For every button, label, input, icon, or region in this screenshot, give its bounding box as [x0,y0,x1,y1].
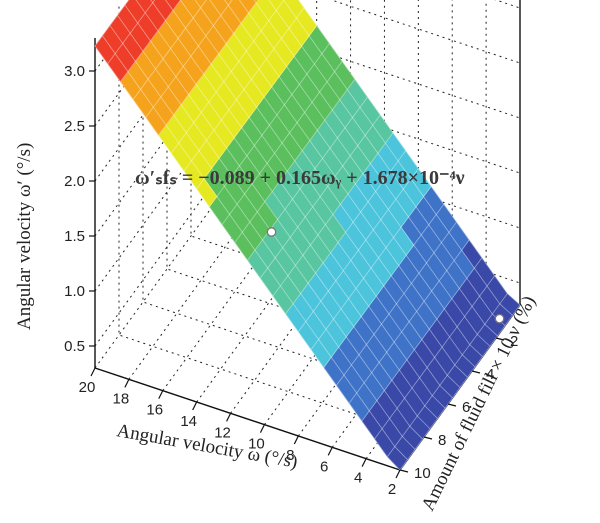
surface-cell [224,0,233,6]
mesh-line [165,0,453,399]
mesh-line [221,61,343,225]
y-tick-label: 6 [462,399,470,416]
mesh-line [124,4,431,430]
mesh-line [150,0,446,409]
x-tick-label: 20 [79,379,96,396]
mesh-line [272,132,394,297]
grid-line [118,5,425,438]
y-tick-mark [471,370,481,374]
mesh-line [224,0,483,357]
mesh-line [194,0,468,378]
x-tick-label: 2 [388,481,396,498]
x-tick-label: 4 [354,470,362,487]
z-tick-label: 2.5 [64,118,85,135]
y-tick-mark [495,337,505,341]
surface-cell [94,35,116,65]
mesh-line [399,304,521,471]
y-tick-mark [447,403,457,407]
surface-cell [253,0,259,4]
mesh-line [234,79,356,243]
y-tick-label: 4 [486,366,494,383]
mesh-line [209,43,330,207]
mesh-line [297,0,521,306]
mesh-line [107,0,156,65]
mesh-line [348,239,470,404]
x-tick-mark [259,424,265,433]
z-axis-label: Angular velocity ω′ (°/s) [14,143,35,330]
x-tick-mark [90,367,96,377]
mesh-line [102,35,408,460]
x-tick-mark [158,390,164,399]
mesh-line [310,186,432,350]
y-tick-label: 8 [438,432,446,449]
y-tick-label: 10 [414,465,431,482]
mesh-line [268,0,506,326]
mesh-line [145,0,233,118]
x-tick-label: 6 [320,458,328,475]
sample-points [266,227,505,324]
mesh-line [209,0,476,368]
x-axis-label: Angular velocity ω (°/s) [115,420,299,472]
mesh-line [336,221,457,386]
z-tick-label: 1.5 [64,228,85,245]
x-tick-label: 12 [214,424,231,441]
data-point [494,313,505,324]
mesh-line [94,45,401,471]
x-tick-label: 10 [248,436,265,453]
mesh-line [120,0,181,82]
x-tick-mark [124,379,130,388]
surface-cell [135,0,154,14]
fitted-surface [94,0,521,471]
mesh-line [323,204,445,368]
x-tick-label: 14 [180,413,197,430]
mesh-line [238,0,491,347]
mesh-line [283,0,513,316]
mesh-line [196,25,317,190]
frame-edge [94,367,401,471]
x-tick-mark [327,447,333,456]
x-tick-label: 8 [286,447,294,464]
mesh-line [361,257,483,422]
mesh-line [259,114,381,279]
mesh-line [285,150,406,315]
mesh-line [386,293,508,458]
z-tick-label: 3.0 [64,63,85,80]
mesh-line [253,0,498,337]
mesh-line [374,275,495,440]
data-point [266,227,277,237]
z-tick-label: 2.0 [64,173,85,190]
y-tick-label: 2 [510,333,518,350]
x-tick-mark [395,469,401,479]
mesh-line [109,25,416,450]
mesh-line [183,7,305,172]
mesh-line [135,0,438,419]
mesh-line [132,0,207,100]
surface-cell [239,0,257,14]
surface-cell [194,0,207,9]
x-tick-label: 16 [146,402,163,419]
surface-cell [150,0,156,4]
z-tick-label: 0.5 [64,338,85,355]
mesh-line [179,0,461,388]
surface-mesh [94,0,521,471]
x-tick-mark [293,435,299,445]
surface-cell [165,0,181,11]
z-tick-label: 1.0 [64,283,85,300]
mesh-line [298,168,419,332]
mesh-line [158,0,259,136]
surface-cell [209,0,229,16]
fit-equation: ω′ₛfₛ = −0.089 + 0.165ωᵧ + 1.678×10⁻⁴ν [135,167,465,189]
y-tick-mark [423,436,433,440]
x-tick-label: 18 [113,390,130,407]
mesh-line [94,0,130,47]
y-tick-mark [399,469,409,473]
x-tick-mark [361,458,367,467]
surface-cell [268,0,285,11]
x-tick-mark [226,413,232,422]
mesh-line [170,0,285,154]
x-tick-mark [192,401,198,411]
